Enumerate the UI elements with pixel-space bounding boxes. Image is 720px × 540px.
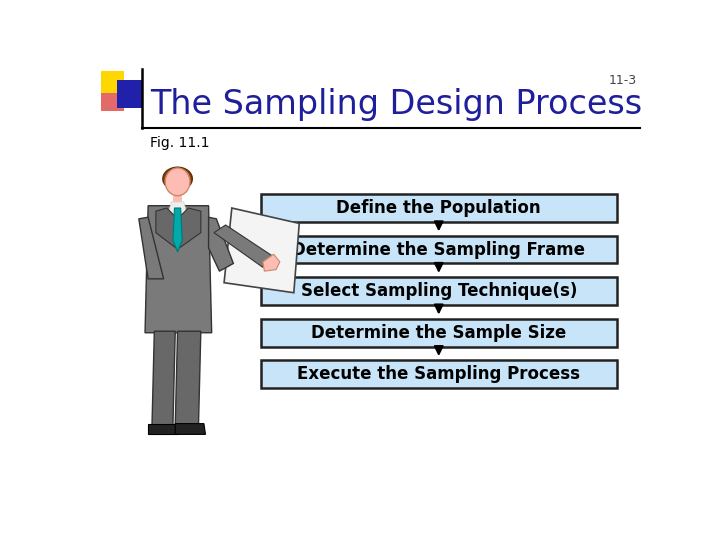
Text: Select Sampling Technique(s): Select Sampling Technique(s) xyxy=(300,282,577,300)
FancyBboxPatch shape xyxy=(261,236,617,264)
FancyBboxPatch shape xyxy=(261,278,617,305)
Polygon shape xyxy=(173,208,182,252)
Polygon shape xyxy=(209,217,233,271)
Text: Fig. 11.1: Fig. 11.1 xyxy=(150,136,210,150)
Text: Define the Population: Define the Population xyxy=(336,199,541,217)
Polygon shape xyxy=(148,423,178,434)
FancyBboxPatch shape xyxy=(261,194,617,222)
Text: Execute the Sampling Process: Execute the Sampling Process xyxy=(297,366,580,383)
Polygon shape xyxy=(167,202,189,219)
Bar xyxy=(101,88,124,111)
Polygon shape xyxy=(139,217,163,279)
Polygon shape xyxy=(175,423,205,434)
Polygon shape xyxy=(214,225,272,267)
Polygon shape xyxy=(263,254,280,271)
Polygon shape xyxy=(179,208,201,248)
FancyBboxPatch shape xyxy=(261,319,617,347)
Ellipse shape xyxy=(163,167,192,190)
Polygon shape xyxy=(175,331,201,425)
Bar xyxy=(101,71,124,92)
Polygon shape xyxy=(156,208,176,248)
Polygon shape xyxy=(145,206,212,333)
Text: The Sampling Design Process: The Sampling Design Process xyxy=(150,89,642,122)
Polygon shape xyxy=(224,208,300,293)
Bar xyxy=(117,80,142,108)
FancyBboxPatch shape xyxy=(261,361,617,388)
Ellipse shape xyxy=(165,168,190,195)
Text: Determine the Sample Size: Determine the Sample Size xyxy=(311,324,567,342)
Text: Determine the Sampling Frame: Determine the Sampling Frame xyxy=(292,241,585,259)
Text: 11-3: 11-3 xyxy=(609,74,637,87)
Polygon shape xyxy=(152,331,175,425)
Polygon shape xyxy=(173,197,182,206)
